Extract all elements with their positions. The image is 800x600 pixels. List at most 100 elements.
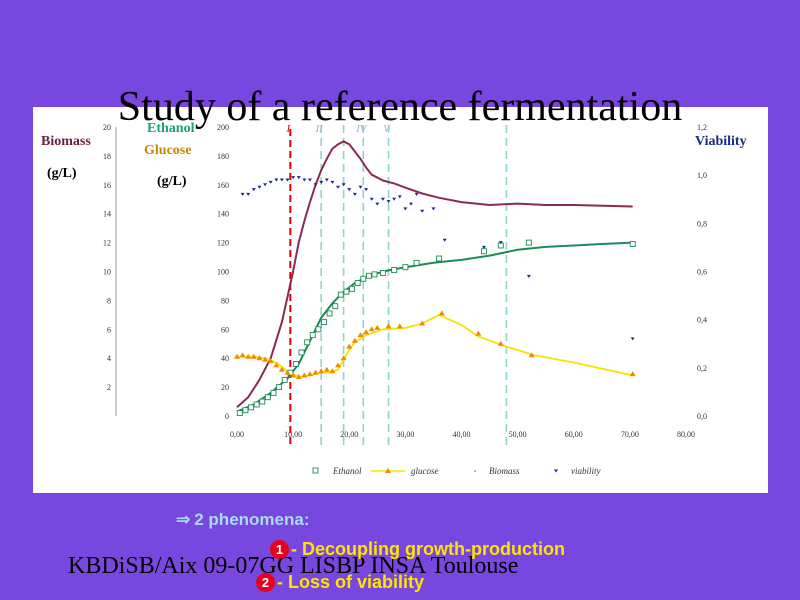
ethanol-point (371, 271, 378, 278)
y-right-tick-label: 0,0 (697, 412, 707, 421)
glucose-point (340, 355, 347, 361)
ethanol-point (264, 394, 271, 401)
viability-point (285, 178, 290, 182)
phase-label: V (383, 123, 391, 135)
ethanol-point (270, 389, 277, 396)
glucose-point (239, 352, 246, 358)
double-arrow-icon: ⇒ (176, 510, 191, 529)
ethanol-point (402, 264, 409, 271)
glucose-point (245, 353, 252, 359)
y-left-tick-label: 200 (217, 123, 229, 132)
viability-point (431, 207, 436, 211)
glucose-point (528, 352, 535, 358)
y-biomass-tick-label: 18 (103, 152, 111, 161)
y-biomass-tick-label: 12 (103, 239, 111, 248)
glucose-point (329, 368, 336, 374)
viability-point (386, 200, 391, 204)
viability-point (403, 207, 408, 211)
y-right-tick-label: 0,6 (697, 268, 707, 277)
ethanol-point (349, 285, 356, 292)
viability-point (302, 178, 307, 182)
x-tick-label: 40,00 (453, 430, 471, 439)
phenomenon-2: 2- Loss of viability (256, 572, 424, 593)
viability-point (279, 178, 284, 182)
glucose-point (312, 369, 319, 375)
viability-point (364, 188, 369, 192)
ethanol-point (343, 288, 350, 295)
viability-point (274, 178, 279, 182)
fermentation-chart: 0,00 10,00 20,00 30,00 40,00 50,00 60,00 70,00 8… (103, 123, 707, 476)
ethanol-point (379, 269, 386, 276)
phase-label: I (285, 123, 291, 135)
glucose-point (256, 355, 263, 361)
ethanol-point (298, 349, 305, 356)
y-right-tick-label: 0,2 (697, 364, 707, 373)
viability-point (307, 178, 312, 182)
phenomenon-1-text: Decoupling growth-production (302, 539, 565, 559)
y-biomass-tick-label: 10 (103, 268, 111, 277)
viability-point (414, 192, 419, 196)
phenomenon-2-text: Loss of viability (288, 572, 425, 592)
viability-point (257, 185, 262, 189)
glucose-point (301, 372, 308, 378)
biomass-axis-unit: (g/L) (47, 166, 77, 181)
ethanol-point (629, 241, 636, 247)
viability-point (397, 195, 402, 199)
legend-glucose-label: glucose (411, 466, 439, 476)
legend-biomass-label: Biomass (489, 466, 520, 476)
y-biomass-tick-label: 4 (107, 354, 111, 363)
ethanol-point (326, 310, 333, 317)
y-biomass-tick-label: 8 (107, 296, 111, 305)
viability-point (240, 192, 245, 196)
ethanol-point (242, 407, 249, 414)
slide-title: Study of a reference fermentation (117, 84, 683, 130)
viability-point (392, 197, 397, 201)
viability-point (324, 178, 329, 182)
glucose-point (374, 324, 381, 330)
ethanol-point (321, 319, 327, 326)
y-right-tick-label: 0,4 (697, 316, 707, 325)
viability-point (291, 176, 296, 180)
viability-point (481, 245, 486, 249)
glucose-point (295, 373, 302, 379)
legend-viability-marker (554, 469, 558, 473)
ethanol-point (332, 303, 339, 310)
viability-point (369, 197, 374, 201)
x-tick-label: 80,00 (677, 430, 695, 439)
phenomena-heading: ⇒ 2 phenomena: (176, 510, 310, 530)
ethanol-point (337, 291, 344, 298)
glucose-point (357, 332, 364, 338)
glucose-point (438, 310, 445, 316)
y-biomass-tick-label: 16 (103, 181, 111, 190)
viability-point (341, 183, 346, 187)
y-left-tick-label: 140 (217, 210, 229, 219)
x-tick-label: 70,00 (621, 430, 639, 439)
glucose-point (284, 369, 291, 375)
ethanol-point (236, 410, 243, 417)
y-biomass-tick-label: 6 (107, 325, 111, 334)
viability-point (420, 209, 425, 213)
biomass-axis-title: Biomass (41, 134, 91, 149)
x-tick-label: 0,00 (230, 430, 244, 439)
glucose-point (346, 343, 353, 349)
viability-point (380, 197, 385, 201)
glucose-point (475, 330, 482, 336)
ethanol-point (365, 272, 372, 279)
glucose-point (318, 368, 325, 374)
x-tick-label: 50,00 (509, 430, 527, 439)
ethanol-point (481, 248, 487, 255)
glucose-point (396, 323, 403, 329)
y-biomass-tick-label: 20 (103, 123, 111, 132)
viability-point (330, 180, 335, 184)
y-biomass-tick-label: 2 (107, 383, 111, 392)
ethanol-point (259, 398, 266, 405)
y-left-tick-label: 0 (225, 412, 229, 421)
y-left-tick-label: 160 (217, 181, 229, 190)
glucose-point (368, 326, 375, 332)
legend-biomass-marker (474, 470, 476, 472)
y-right-tick-label: 1,0 (697, 171, 707, 180)
viability-point (319, 180, 324, 184)
number-badge-2: 2 (256, 573, 275, 592)
phase-label: IV (355, 123, 368, 135)
x-tick-label: 20,00 (340, 430, 358, 439)
